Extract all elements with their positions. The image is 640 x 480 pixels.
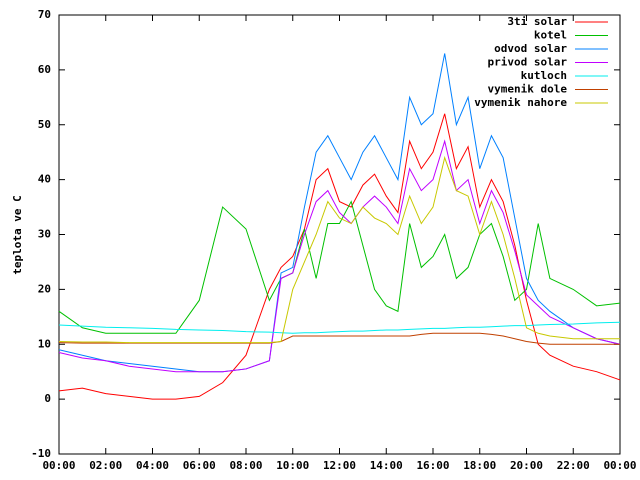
legend-label: vymenik dole — [488, 83, 568, 96]
x-tick-label: 00:00 — [42, 459, 75, 472]
data-line — [58, 321, 621, 334]
x-tick-label: 22:00 — [557, 459, 590, 472]
x-tick-label: 00:00 — [603, 459, 636, 472]
legend-label: privod solar — [488, 56, 568, 69]
x-tick-label: 06:00 — [183, 459, 216, 472]
x-tick-label: 20:00 — [510, 459, 543, 472]
legend-label: kutloch — [521, 69, 567, 82]
x-tick-label: 12:00 — [323, 459, 356, 472]
x-tick-label: 02:00 — [89, 459, 122, 472]
y-tick-label: 0 — [44, 392, 51, 405]
y-tick-label: 20 — [38, 282, 51, 295]
legend-label: vymenik nahore — [474, 96, 567, 109]
x-tick-label: 10:00 — [276, 459, 309, 472]
data-line — [58, 200, 621, 334]
x-tick-label: 08:00 — [229, 459, 262, 472]
y-tick-label: 70 — [38, 8, 51, 21]
y-tick-label: 50 — [38, 118, 51, 131]
y-tick-label: 40 — [38, 173, 51, 186]
x-tick-label: 04:00 — [136, 459, 169, 472]
y-tick-label: 30 — [38, 228, 51, 241]
data-line — [58, 155, 620, 344]
y-tick-label: 60 — [38, 63, 51, 76]
y-tick-label: -10 — [31, 447, 51, 460]
legend-label: 3ti solar — [507, 15, 567, 28]
legend-label: odvod solar — [494, 42, 567, 55]
data-line — [58, 332, 620, 345]
y-axis-label: teplota ve C — [11, 195, 24, 274]
x-tick-label: 18:00 — [463, 459, 496, 472]
x-tick-label: 14:00 — [370, 459, 403, 472]
data-line — [58, 113, 621, 400]
x-tick-label: 16:00 — [416, 459, 449, 472]
data-line — [58, 139, 621, 373]
y-tick-label: 10 — [38, 337, 51, 350]
legend-label: kotel — [534, 29, 567, 42]
